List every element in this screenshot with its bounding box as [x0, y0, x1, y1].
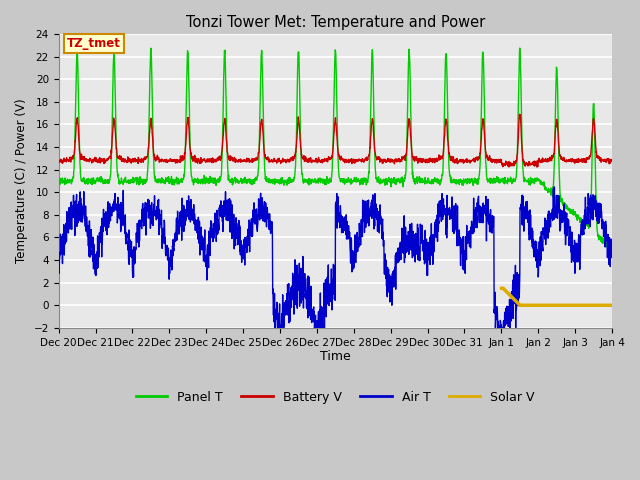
Y-axis label: Temperature (C) / Power (V): Temperature (C) / Power (V) [15, 98, 28, 263]
Text: TZ_tmet: TZ_tmet [67, 37, 121, 50]
Legend: Panel T, Battery V, Air T, Solar V: Panel T, Battery V, Air T, Solar V [131, 385, 540, 408]
X-axis label: Time: Time [320, 350, 351, 363]
Title: Tonzi Tower Met: Temperature and Power: Tonzi Tower Met: Temperature and Power [186, 15, 485, 30]
